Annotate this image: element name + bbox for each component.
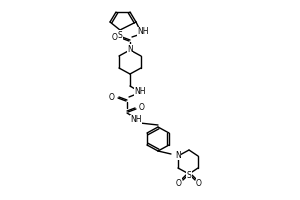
Text: NH: NH [130,116,142,124]
Text: O: O [196,178,202,188]
Text: NH: NH [137,27,149,36]
Text: S: S [187,170,191,180]
Text: O: O [112,32,118,42]
Text: O: O [139,104,145,112]
Text: S: S [118,30,122,40]
Text: O: O [109,92,115,102]
Text: NH: NH [134,88,146,97]
Text: O: O [176,178,182,188]
Text: N: N [127,45,133,53]
Text: N: N [175,150,181,160]
